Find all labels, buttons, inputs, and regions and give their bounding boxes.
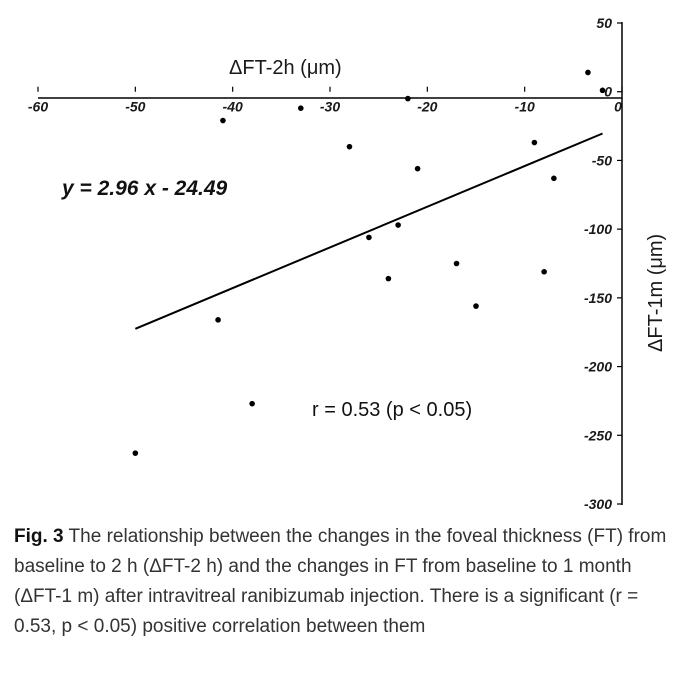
data-point [395,222,401,228]
data-point [249,400,255,407]
x-tick-label: -50 [125,99,145,115]
data-point [366,234,372,241]
data-point [531,139,538,146]
correlation-label: r = 0.53 (p < 0.05) [312,399,472,421]
data-point [585,69,591,76]
data-point [215,317,221,323]
data-point [132,450,139,456]
x-tick-label: -60 [28,99,48,115]
x-tick-label: -30 [320,99,340,115]
data-point [385,275,392,282]
data-point [473,303,479,309]
y-tick-label: -100 [584,221,612,237]
tick-marks [37,22,623,505]
x-tick-label: -10 [515,99,535,115]
y-axis-title: ΔFT-1m (μm) [645,234,667,352]
scatter-chart: -60 -50 -40 -30 -20 -10 0500-50-100-150-200-25… [28,15,667,512]
data-point [599,87,606,94]
y-tick-label: -150 [584,290,612,306]
y-tick-label: -50 [592,152,612,168]
data-point [298,105,304,112]
x-axis-title: ΔFT-2h (μm) [229,57,342,79]
y-tick-label: -250 [584,427,612,443]
data-point [405,95,411,102]
figure-label: Fig. 3 [14,526,64,547]
regression-equation: y = 2.96 x - 24.49 [61,177,228,200]
data-point [541,268,547,275]
data-point [346,143,353,150]
trendline [134,132,603,330]
caption-text: The relationship between the changes in … [14,526,667,637]
x-tick-label: -20 [417,99,437,115]
data-points [132,69,606,456]
y-tick-label: -200 [584,359,612,375]
y-tick-label: 0 [604,84,612,100]
data-point [220,117,226,124]
y-tick-label: -300 [584,496,612,512]
data-point [453,260,460,267]
x-tick-label: 0 [614,99,622,115]
data-point [414,165,421,172]
data-point [551,175,557,182]
y-tick-label: 50 [596,15,612,31]
tick-labels: -60 -50 -40 -30 -20 -10 0500-50-100-150-200-25… [28,15,622,512]
x-tick-label: -40 [223,99,243,115]
axes [38,22,623,505]
figure-caption: Fig. 3 The relationship between the chan… [14,522,682,642]
